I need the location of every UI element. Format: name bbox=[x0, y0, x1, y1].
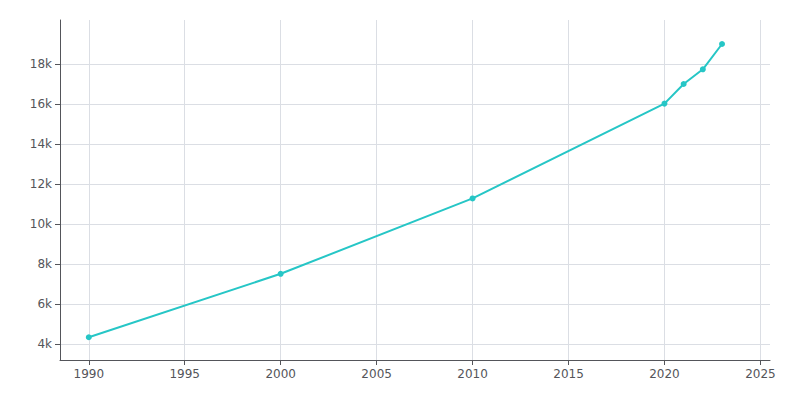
svg-text:12k: 12k bbox=[30, 177, 52, 191]
svg-text:2015: 2015 bbox=[553, 367, 584, 381]
svg-text:4k: 4k bbox=[37, 337, 52, 351]
svg-text:2010: 2010 bbox=[457, 367, 488, 381]
svg-text:10k: 10k bbox=[30, 217, 52, 231]
svg-text:1990: 1990 bbox=[74, 367, 105, 381]
svg-text:6k: 6k bbox=[37, 297, 52, 311]
svg-text:2005: 2005 bbox=[361, 367, 392, 381]
svg-text:18k: 18k bbox=[30, 57, 52, 71]
svg-text:14k: 14k bbox=[30, 137, 52, 151]
svg-text:16k: 16k bbox=[30, 97, 52, 111]
svg-text:1995: 1995 bbox=[169, 367, 200, 381]
svg-text:2020: 2020 bbox=[649, 367, 680, 381]
svg-text:2000: 2000 bbox=[265, 367, 296, 381]
svg-text:8k: 8k bbox=[37, 257, 52, 271]
svg-text:2025: 2025 bbox=[745, 367, 776, 381]
